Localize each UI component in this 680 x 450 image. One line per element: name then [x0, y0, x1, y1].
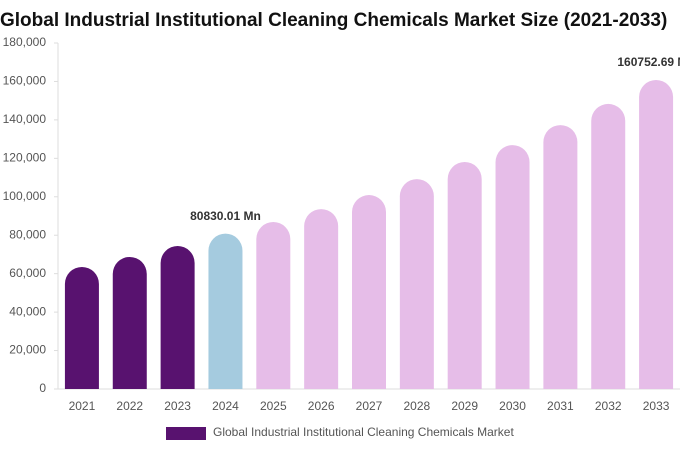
bar [543, 125, 578, 390]
bar [64, 266, 99, 389]
bar [447, 161, 482, 389]
x-tick-label: 2023 [164, 399, 191, 413]
data-label: 160752.69 Mn [617, 55, 680, 69]
x-tick-label: 2022 [116, 399, 143, 413]
x-tick-label: 2021 [69, 399, 96, 413]
x-tick-label: 2029 [451, 399, 478, 413]
y-tick-label: 180,000 [3, 35, 47, 49]
x-tick-label: 2028 [403, 399, 430, 413]
bar [591, 103, 626, 389]
bar [639, 79, 674, 389]
x-tick-label: 2025 [260, 399, 287, 413]
chart-title: Global Industrial Institutional Cleaning… [0, 10, 667, 31]
y-tick-label: 60,000 [9, 266, 46, 280]
y-tick-label: 40,000 [9, 304, 46, 318]
x-tick-label: 2031 [547, 399, 574, 413]
x-tick-label: 2027 [356, 399, 383, 413]
y-tick-label: 120,000 [3, 151, 47, 165]
bar [352, 195, 386, 389]
x-tick-label: 2024 [212, 399, 239, 413]
y-tick-label: 140,000 [3, 112, 47, 126]
bar [495, 145, 530, 389]
bar [208, 233, 243, 389]
x-tick-label: 2026 [308, 399, 335, 413]
y-tick-label: 80,000 [9, 227, 46, 241]
x-tick-label: 2032 [595, 399, 622, 413]
x-tick-label: 2033 [643, 399, 670, 413]
x-tick-label: 2030 [499, 399, 526, 413]
y-tick-label: 160,000 [3, 74, 47, 88]
y-tick-label: 0 [39, 381, 46, 395]
bar [256, 221, 291, 389]
legend-swatch [166, 427, 206, 440]
bar [160, 245, 195, 389]
data-label: 80830.01 Mn [190, 209, 261, 223]
bar [399, 179, 434, 389]
bar [112, 256, 147, 389]
y-tick-label: 20,000 [9, 343, 46, 357]
legend-label: Global Industrial Institutional Cleaning… [213, 425, 514, 439]
bar [304, 209, 339, 389]
y-tick-label: 100,000 [3, 189, 47, 203]
